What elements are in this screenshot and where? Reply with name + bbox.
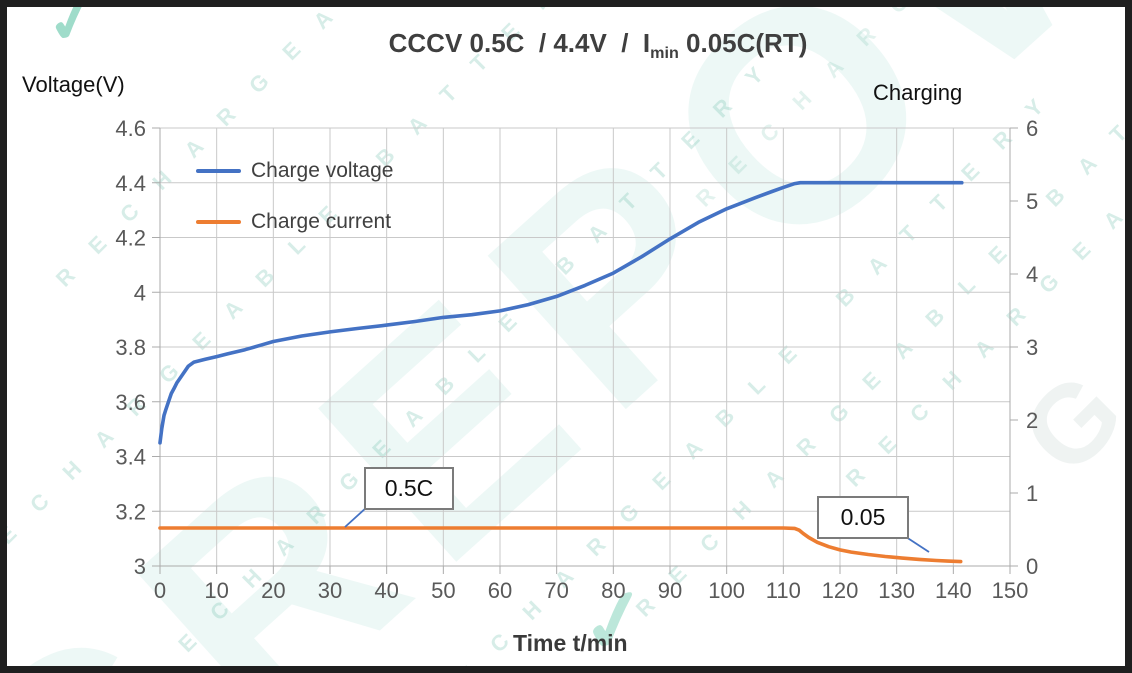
chart-title-suffix: 0.05C(RT) <box>678 28 808 58</box>
x-tick-label: 80 <box>601 578 625 603</box>
annotation-box-0.05: 0.05 <box>817 496 909 539</box>
y-left-tick-label: 4.4 <box>115 171 146 196</box>
x-tick-label: 20 <box>261 578 285 603</box>
charge-current-line <box>158 526 963 564</box>
charge-voltage-line <box>158 180 964 445</box>
x-tick-label: 100 <box>708 578 745 603</box>
chart-title-subscript: min <box>650 44 679 63</box>
x-tick-label: 150 <box>992 578 1029 603</box>
chart-title-prefix: CCCV 0.5C / 4.4V / I <box>388 28 651 58</box>
x-tick-label: 130 <box>878 578 915 603</box>
y-left-tick-label: 3.6 <box>115 390 146 415</box>
y-right-tick-label: 2 <box>1026 408 1038 433</box>
legend-label: Charge current <box>251 210 392 233</box>
charge-current-swatch-line <box>196 220 241 224</box>
y-right-tick-label: 4 <box>1026 262 1038 287</box>
x-tick-label: 120 <box>822 578 859 603</box>
charge-voltage-swatch-line <box>196 169 241 173</box>
y-left-tick-label: 4 <box>134 280 146 305</box>
x-tick-label: 110 <box>766 578 801 603</box>
chart-title: CCCV 0.5C / 4.4V / Imin 0.05C(RT) <box>64 28 1132 63</box>
y-right-tick-label: 0 <box>1026 554 1038 579</box>
y-left-tick-label: 3.8 <box>115 335 146 360</box>
y-left-tick-label: 3.2 <box>115 499 146 524</box>
x-axis-title: Time t/min <box>513 630 628 656</box>
x-tick-label: 90 <box>658 578 682 603</box>
x-tick-label: 10 <box>204 578 228 603</box>
left-axis-title: Voltage(V) <box>22 72 125 97</box>
y-right-tick-label: 3 <box>1026 335 1038 360</box>
y-right-tick-label: 6 <box>1026 116 1038 141</box>
x-tick-label: 140 <box>935 578 972 603</box>
x-tick-label: 50 <box>431 578 455 603</box>
right-axis-title: Charging <box>873 80 963 105</box>
x-tick-label: 30 <box>318 578 342 603</box>
legend-item-charge-voltage: Charge voltage <box>196 156 393 186</box>
y-left-tick-label: 4.6 <box>115 116 146 141</box>
legend: Charge voltage Charge current <box>196 156 393 258</box>
y-left-tick-label: 3.4 <box>115 445 146 470</box>
annotation-leader-line <box>344 506 368 528</box>
x-tick-label: 60 <box>488 578 512 603</box>
legend-label: Charge voltage <box>251 159 394 182</box>
y-left-tick-label: 4.2 <box>115 226 146 251</box>
x-tick-label: 0 <box>154 578 166 603</box>
x-tick-label: 70 <box>544 578 568 603</box>
y-right-tick-label: 1 <box>1026 481 1038 506</box>
y-right-tick-label: 5 <box>1026 189 1038 214</box>
annotation-box-0.5C: 0.5C <box>364 467 454 510</box>
y-left-tick-label: 3 <box>134 554 146 579</box>
legend-item-charge-current: Charge current <box>196 207 393 237</box>
x-tick-label: 40 <box>374 578 398 603</box>
